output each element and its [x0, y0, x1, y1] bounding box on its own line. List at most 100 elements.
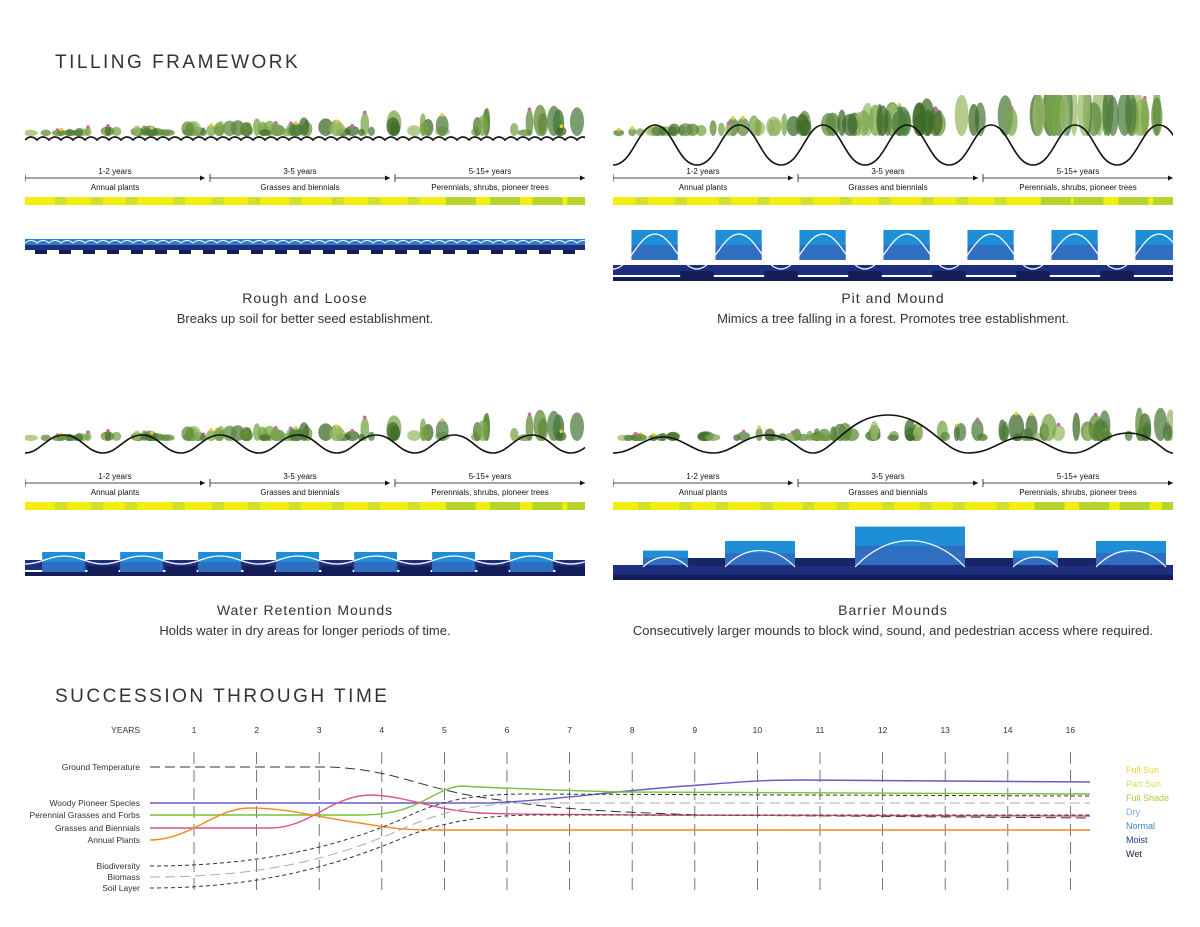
panel-description: Holds water in dry areas for longer peri… — [159, 623, 451, 638]
panel-pit-and-mound: 1-2 years Annual plants 3-5 years Grasses … — [613, 95, 1173, 385]
flower — [1056, 422, 1061, 427]
stage-years: 5-15+ years — [1056, 167, 1100, 176]
plant-foliage — [570, 107, 584, 136]
moisture-pit — [688, 558, 725, 566]
stage-arrow-head — [973, 175, 978, 181]
moisture-surface — [854, 540, 966, 568]
shade-patch — [1040, 197, 1071, 205]
plant-foliage — [435, 115, 449, 136]
moisture-normal — [799, 245, 846, 260]
stage-plants: Perennials, shrubs, pioneer trees — [431, 183, 549, 192]
moisture-pit — [395, 250, 407, 254]
flower — [440, 113, 445, 117]
plant-foliage — [844, 428, 860, 441]
stage-years: 5-15+ years — [468, 472, 512, 481]
moisture-normal — [1013, 557, 1058, 565]
shade-patch — [90, 197, 103, 205]
flower — [350, 428, 355, 433]
plant-foliage — [40, 434, 51, 441]
flower — [440, 418, 445, 422]
moisture-pit — [1058, 558, 1096, 566]
plant-foliage — [968, 103, 980, 136]
panel-title: Barrier Mounds — [838, 602, 948, 618]
flower — [150, 126, 154, 130]
shade-patch — [1079, 502, 1110, 510]
plant-foliage — [876, 105, 889, 136]
moisture-pit — [227, 250, 239, 254]
moisture-normal — [42, 562, 86, 572]
plant-foliage — [104, 125, 112, 136]
soil-layer-curve — [149, 814, 1090, 889]
stage-2: 3-5 years Grasses and biennials — [210, 167, 390, 192]
plant-foliage — [181, 121, 194, 136]
row-label: Perennial Grasses and Forbs — [29, 810, 140, 820]
stage-years: 1-2 years — [98, 472, 132, 481]
plant-foliage — [111, 431, 122, 441]
plant-foliage — [842, 113, 858, 136]
annual-plants-curve — [149, 807, 1090, 841]
shade-patch — [173, 502, 186, 510]
shade-patch — [1153, 197, 1173, 205]
plant-foliage — [71, 129, 84, 136]
moisture-pit — [399, 566, 431, 572]
flower — [559, 124, 564, 129]
flower — [731, 116, 735, 120]
year-tick-label: 3 — [317, 725, 322, 735]
plant-foliage — [407, 430, 422, 441]
plant-foliage — [1141, 97, 1149, 136]
year-tick-label: 11 — [816, 725, 825, 735]
shade-patch — [248, 502, 261, 510]
flower — [335, 119, 339, 124]
moisture-pit — [299, 250, 311, 254]
year-tick-label: 16 — [1066, 725, 1076, 735]
grasses-biennials-curve — [150, 794, 1091, 829]
shade-patch — [635, 197, 648, 205]
shade-patch — [1034, 502, 1065, 510]
moisture-pit — [165, 566, 197, 572]
flower — [933, 106, 938, 110]
barrier-diagram — [613, 407, 1173, 580]
tilling-framework-title: TILLING FRAMEWORK — [55, 52, 301, 73]
stage-years: 5-15+ years — [468, 167, 512, 176]
moisture-surface — [642, 556, 689, 568]
plant-foliage — [56, 129, 66, 136]
stage-arrow-head — [580, 175, 585, 181]
moisture-normal — [643, 557, 688, 565]
plant-foliage — [25, 129, 38, 136]
shade-patch — [919, 502, 932, 510]
panel-water-retention-mounds: 1-2 years Annual plants 3-5 years Grasses … — [25, 400, 585, 690]
row-label: Biodiversity — [97, 861, 141, 871]
shade-patch — [211, 502, 224, 510]
moisture-pit — [203, 250, 215, 254]
flower — [86, 430, 90, 434]
moisture-pit — [35, 250, 47, 254]
plant-foliage — [799, 119, 812, 136]
moisture-surface — [25, 240, 585, 244]
stage-arrow-head — [973, 480, 978, 486]
sun-band — [25, 502, 585, 510]
flower — [106, 124, 110, 128]
plant-foliage — [1072, 412, 1081, 441]
year-tick-label: 7 — [567, 725, 572, 735]
plant-foliage — [905, 434, 915, 441]
stage-1: 1-2 years Annual plants — [25, 472, 205, 497]
shade-patch — [800, 197, 813, 205]
moisture-surface — [1095, 549, 1167, 568]
shade-patch — [718, 197, 731, 205]
shade-patch — [331, 502, 344, 510]
shade-patch — [674, 197, 687, 205]
row-label: Soil Layer — [102, 883, 140, 893]
plant-foliage — [477, 420, 488, 441]
plant-foliage — [239, 427, 252, 441]
stage-plants: Perennials, shrubs, pioneer trees — [1019, 183, 1137, 192]
plant-foliage — [1107, 96, 1119, 136]
shade-patch — [760, 502, 773, 510]
row-label: Biomass — [107, 872, 140, 882]
moisture-pit — [59, 250, 71, 254]
year-tick-label: 4 — [379, 725, 384, 735]
plant-foliage — [912, 102, 927, 136]
plant-foliage — [419, 426, 428, 441]
plant-foliage — [367, 126, 375, 136]
moisture-pit — [539, 250, 551, 254]
flower — [559, 429, 564, 434]
